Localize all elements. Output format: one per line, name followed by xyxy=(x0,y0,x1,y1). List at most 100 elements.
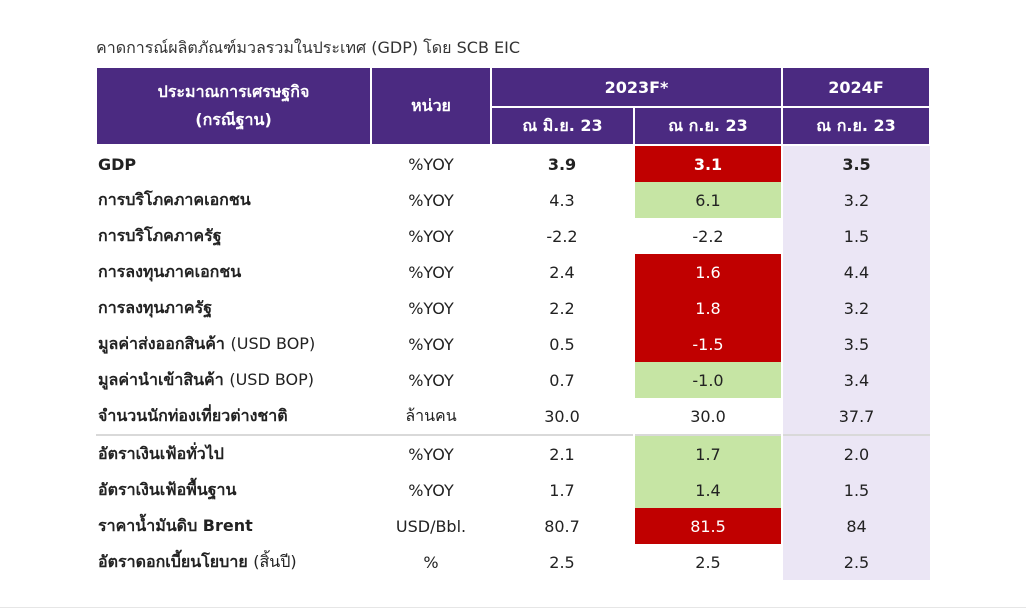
row-indicator: จำนวนนักท่องเที่ยวต่างชาติ xyxy=(96,398,371,435)
row-value-sep23: -1.5 xyxy=(632,326,784,362)
row-indicator: การลงทุนภาครัฐ xyxy=(96,290,371,326)
row-indicator-label: อัตราเงินเฟ้อพื้นฐาน xyxy=(98,479,237,499)
table-row: จำนวนนักท่องเที่ยวต่างชาติ ล้านคน 30.0 30.0… xyxy=(96,398,931,435)
row-indicator: การบริโภคภาครัฐ xyxy=(96,218,371,254)
table-row: การบริโภคภาคเอกชน %YOY 4.3 6.1 3.2 xyxy=(96,182,931,218)
row-value-sep23: 6.1 xyxy=(632,182,784,218)
row-value-2024: 2.5 xyxy=(782,544,931,580)
row-value-jun23: 2.5 xyxy=(549,552,575,572)
row-unit: ล้านคน xyxy=(405,405,457,425)
indicator-header-line1: ประมาณการเศรษฐกิจ xyxy=(157,82,310,101)
row-value-2024: 1.5 xyxy=(782,218,931,254)
row-unit: %YOY xyxy=(408,226,454,246)
row-indicator-label: ราคาน้ำมันดิบ Brent xyxy=(98,515,253,535)
row-value-jun23: 1.7 xyxy=(549,480,575,500)
row-value-sep23: 3.1 xyxy=(632,145,784,182)
row-unit: %YOY xyxy=(408,298,454,318)
year-2024-header: 2024F xyxy=(781,66,932,108)
row-value-jun23: 2.1 xyxy=(491,434,634,472)
table-row: GDP %YOY 3.9 3.1 3.5 xyxy=(96,145,931,182)
row-unit: %YOY xyxy=(408,370,454,390)
row-indicator-label: การบริโภคภาคเอกชน xyxy=(98,189,251,209)
row-value-sep23: 1.7 xyxy=(632,434,784,472)
row-indicator-note: (สิ้นปี) xyxy=(253,551,297,571)
row-value-jun23: 0.7 xyxy=(549,370,575,390)
row-indicator: GDP xyxy=(96,145,371,182)
row-indicator-label: จำนวนนักท่องเที่ยวต่างชาติ xyxy=(98,405,288,425)
row-indicator-label: อัตราเงินเฟ้อทั่วไป xyxy=(98,443,224,463)
table-row: อัตราดอกเบี้ยนโยบาย (สิ้นปี)% 2.5 2.5 2.5 xyxy=(96,544,931,580)
row-indicator-label: มูลค่าส่งออกสินค้า xyxy=(98,333,225,353)
row-value-2024: 3.2 xyxy=(782,290,931,326)
row-value-2024: 3.2 xyxy=(782,182,931,218)
row-value-2024: 84 xyxy=(782,508,931,544)
row-unit: % xyxy=(423,552,439,572)
row-indicator-note: (USD BOP) xyxy=(230,333,316,353)
row-indicator-label: การลงทุนภาครัฐ xyxy=(98,297,213,317)
unit-header: หน่วย xyxy=(370,66,492,146)
sep23-subheader: ณ ก.ย. 23 xyxy=(632,106,784,146)
row-value-jun23: 3.9 xyxy=(547,154,577,174)
row-indicator: ราคาน้ำมันดิบ Brent xyxy=(96,508,371,544)
row-unit: %YOY xyxy=(408,480,454,500)
bottom-divider xyxy=(0,607,1026,608)
row-unit: %YOY xyxy=(408,334,454,354)
row-indicator: อัตราเงินเฟ้อทั่วไป xyxy=(96,434,371,472)
year-2023-header: 2023F* xyxy=(489,66,784,108)
row-value-jun23: 2.2 xyxy=(549,298,575,318)
row-indicator: อัตราเงินเฟ้อพื้นฐาน xyxy=(96,472,371,508)
row-unit: %YOY xyxy=(371,434,491,472)
table-row: การลงทุนภาคเอกชน %YOY 2.4 1.6 4.4 xyxy=(96,254,931,290)
row-value-2024: 4.4 xyxy=(782,254,931,290)
row-value-2024: 1.5 xyxy=(782,472,931,508)
table-header: ประมาณการเศรษฐกิจ (กรณีฐาน) หน่วย 2023F*… xyxy=(95,66,932,146)
row-indicator-note: (USD BOP) xyxy=(229,369,315,389)
row-indicator-label: อัตราดอกเบี้ยนโยบาย xyxy=(98,551,248,571)
row-indicator: การบริโภคภาคเอกชน xyxy=(96,182,371,218)
jun23-subheader: ณ มิ.ย. 23 xyxy=(490,106,635,146)
table-row: การลงทุนภาครัฐ %YOY 2.2 1.8 3.2 xyxy=(96,290,931,326)
row-value-2024: 3.5 xyxy=(782,145,931,182)
row-value-jun23: 4.3 xyxy=(549,190,575,210)
table-row: ราคาน้ำมันดิบ Brent USD/Bbl. 80.7 81.5 84 xyxy=(96,508,931,544)
sep23-2024-subheader: ณ ก.ย. 23 xyxy=(781,106,932,146)
row-indicator-label: การลงทุนภาคเอกชน xyxy=(98,261,242,281)
row-indicator: การลงทุนภาคเอกชน xyxy=(96,254,371,290)
row-value-sep23: 1.8 xyxy=(632,290,784,326)
table-row: อัตราเงินเฟ้อพื้นฐาน %YOY 1.7 1.4 1.5 xyxy=(96,472,931,508)
row-value-sep23: 1.6 xyxy=(632,254,784,290)
row-value-2024: 3.5 xyxy=(782,326,931,362)
row-value-2024: 2.0 xyxy=(782,434,931,472)
table-row: มูลค่านำเข้าสินค้า (USD BOP) %YOY 0.7 -1.0 3… xyxy=(96,362,931,398)
row-indicator: มูลค่าส่งออกสินค้า (USD BOP) xyxy=(96,326,371,362)
row-value-2024: 3.4 xyxy=(782,362,931,398)
row-indicator: อัตราดอกเบี้ยนโยบาย (สิ้นปี) xyxy=(96,544,371,580)
row-value-sep23: -1.0 xyxy=(632,362,784,398)
table-row: การบริโภคภาครัฐ %YOY -2.2 -2.2 1.5 xyxy=(96,218,931,254)
row-indicator: มูลค่านำเข้าสินค้า (USD BOP) xyxy=(96,362,371,398)
row-value-jun23: 80.7 xyxy=(544,516,580,536)
row-value-jun23: 0.5 xyxy=(549,334,575,354)
row-indicator-label: การบริโภคภาครัฐ xyxy=(98,225,222,245)
row-value-jun23: 2.4 xyxy=(549,262,575,282)
row-unit: %YOY xyxy=(408,262,454,282)
indicator-header-line2: (กรณีฐาน) xyxy=(195,110,272,129)
row-value-sep23: 30.0 xyxy=(632,398,784,435)
row-value-sep23: 2.5 xyxy=(632,544,784,580)
row-unit: %YOY xyxy=(408,190,454,210)
row-indicator-label: มูลค่านำเข้าสินค้า xyxy=(98,369,224,389)
indicator-header: ประมาณการเศรษฐกิจ (กรณีฐาน) xyxy=(95,66,372,146)
row-value-sep23: 81.5 xyxy=(632,508,784,544)
table-title: คาดการณ์ผลิตภัณฑ์มวลรวมในประเทศ (GDP) โด… xyxy=(96,38,521,57)
row-value-jun23: -2.2 xyxy=(546,226,578,246)
table-row: อัตราเงินเฟ้อทั่วไป %YOY 2.1 1.7 2.0 xyxy=(96,434,931,472)
row-value-sep23: -2.2 xyxy=(632,218,784,254)
row-unit: %YOY xyxy=(408,154,454,174)
forecast-table: ประมาณการเศรษฐกิจ (กรณีฐาน) หน่วย 2023F*… xyxy=(95,66,932,580)
row-value-sep23: 1.4 xyxy=(632,472,784,508)
row-indicator-label: GDP xyxy=(98,154,137,174)
row-value-2024: 37.7 xyxy=(782,398,931,435)
table-body: GDP %YOY 3.9 3.1 3.5 การบริโภคภาคเอกชน %YOY 4.3… xyxy=(96,145,931,580)
row-unit: USD/Bbl. xyxy=(395,516,467,536)
row-value-jun23: 30.0 xyxy=(544,406,580,426)
